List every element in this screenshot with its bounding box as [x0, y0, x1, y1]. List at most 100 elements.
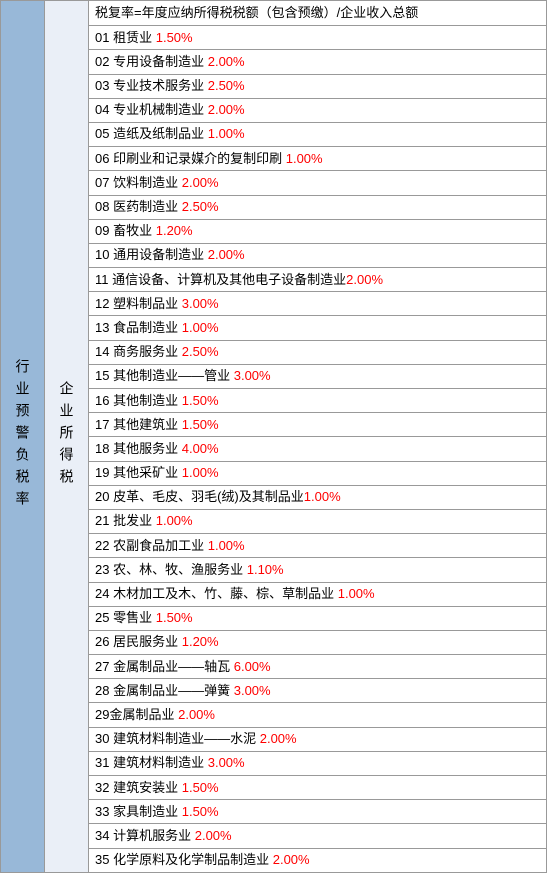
table-row: 24 木材加工及木、竹、藤、棕、草制品业 1.00% [89, 583, 546, 607]
row-tax-rate: 1.10% [247, 562, 284, 577]
row-industry-name: 专用设备制造业 [113, 54, 204, 69]
row-tax-rate: 2.00% [182, 175, 219, 190]
row-index: 02 [95, 54, 109, 69]
row-industry-name: 金属制品业——弹簧 [113, 683, 230, 698]
row-tax-rate: 2.00% [346, 272, 383, 287]
row-industry-name: 金属制品业 [109, 707, 174, 722]
row-industry-name: 食品制造业 [113, 320, 178, 335]
row-industry-name: 专业技术服务业 [113, 78, 204, 93]
row-tax-rate: 2.00% [208, 54, 245, 69]
row-tax-rate: 1.00% [286, 151, 323, 166]
row-tax-rate: 2.50% [208, 78, 245, 93]
table-row: 23 农、林、牧、渔服务业 1.10% [89, 558, 546, 582]
row-tax-rate: 6.00% [234, 659, 271, 674]
formula-header: 税复率=年度应纳所得税税额（包含预缴）/企业收入总额 [89, 1, 546, 26]
row-index: 01 [95, 30, 109, 45]
table-row: 06 印刷业和记录媒介的复制印刷 1.00% [89, 147, 546, 171]
table-row: 20 皮革、毛皮、羽毛(绒)及其制品业1.00% [89, 486, 546, 510]
row-tax-rate: 3.00% [234, 683, 271, 698]
table-row: 19 其他采矿业 1.00% [89, 462, 546, 486]
table-row: 33 家具制造业 1.50% [89, 800, 546, 824]
row-index: 05 [95, 126, 109, 141]
table-row: 32 建筑安装业 1.50% [89, 776, 546, 800]
row-index: 25 [95, 610, 109, 625]
row-tax-rate: 1.50% [182, 780, 219, 795]
row-industry-name: 其他制造业——管业 [113, 368, 230, 383]
left-category-column: 行业预警负税率 [1, 1, 45, 872]
row-tax-rate: 1.00% [156, 513, 193, 528]
table-row: 17 其他建筑业 1.50% [89, 413, 546, 437]
table-row: 30 建筑材料制造业——水泥 2.00% [89, 728, 546, 752]
table-row: 01 租赁业 1.50% [89, 26, 546, 50]
row-tax-rate: 1.20% [182, 634, 219, 649]
row-industry-name: 金属制品业——轴瓦 [113, 659, 230, 674]
row-industry-name: 家具制造业 [113, 804, 178, 819]
row-index: 19 [95, 465, 109, 480]
mid-category-label: 企业所得税 [57, 381, 77, 491]
row-industry-name: 专业机械制造业 [113, 102, 204, 117]
table-row: 16 其他制造业 1.50% [89, 389, 546, 413]
table-row: 08 医药制造业 2.50% [89, 196, 546, 220]
row-industry-name: 造纸及纸制品业 [113, 126, 204, 141]
row-index: 24 [95, 586, 109, 601]
row-index: 04 [95, 102, 109, 117]
row-index: 33 [95, 804, 109, 819]
table-row: 02 专用设备制造业 2.00% [89, 50, 546, 74]
table-row: 29金属制品业 2.00% [89, 703, 546, 727]
row-index: 20 [95, 489, 109, 504]
row-industry-name: 塑料制品业 [113, 296, 178, 311]
row-index: 28 [95, 683, 109, 698]
row-index: 17 [95, 417, 109, 432]
table-row: 11 通信设备、计算机及其他电子设备制造业2.00% [89, 268, 546, 292]
row-tax-rate: 1.50% [182, 804, 219, 819]
row-index: 15 [95, 368, 109, 383]
row-tax-rate: 1.00% [208, 126, 245, 141]
row-index: 07 [95, 175, 109, 190]
row-tax-rate: 2.00% [195, 828, 232, 843]
row-tax-rate: 2.00% [273, 852, 310, 867]
row-index: 16 [95, 393, 109, 408]
row-industry-name: 零售业 [113, 610, 152, 625]
row-index: 11 [95, 272, 109, 287]
table-row: 13 食品制造业 1.00% [89, 316, 546, 340]
table-row: 35 化学原料及化学制品制造业 2.00% [89, 849, 546, 872]
table-row: 12 塑料制品业 3.00% [89, 292, 546, 316]
row-industry-name: 批发业 [113, 513, 152, 528]
table-row: 14 商务服务业 2.50% [89, 341, 546, 365]
row-tax-rate: 4.00% [182, 441, 219, 456]
row-index: 31 [95, 755, 109, 770]
row-industry-name: 通信设备、计算机及其他电子设备制造业 [112, 272, 346, 287]
row-tax-rate: 1.50% [156, 30, 193, 45]
row-industry-name: 租赁业 [113, 30, 152, 45]
row-index: 08 [95, 199, 109, 214]
row-industry-name: 建筑材料制造业——水泥 [113, 731, 256, 746]
row-industry-name: 建筑材料制造业 [113, 755, 204, 770]
table-row: 05 造纸及纸制品业 1.00% [89, 123, 546, 147]
table-row: 28 金属制品业——弹簧 3.00% [89, 679, 546, 703]
row-index: 06 [95, 151, 109, 166]
row-tax-rate: 1.00% [208, 538, 245, 553]
table-row: 04 专业机械制造业 2.00% [89, 99, 546, 123]
row-industry-name: 畜牧业 [113, 223, 152, 238]
table-row: 22 农副食品加工业 1.00% [89, 534, 546, 558]
row-tax-rate: 1.00% [304, 489, 341, 504]
row-index: 34 [95, 828, 109, 843]
row-industry-name: 农、林、牧、渔服务业 [113, 562, 243, 577]
table-row: 10 通用设备制造业 2.00% [89, 244, 546, 268]
row-tax-rate: 2.50% [182, 199, 219, 214]
row-index: 26 [95, 634, 109, 649]
row-tax-rate: 2.00% [208, 247, 245, 262]
row-index: 03 [95, 78, 109, 93]
row-industry-name: 木材加工及木、竹、藤、棕、草制品业 [113, 586, 334, 601]
table-row: 31 建筑材料制造业 3.00% [89, 752, 546, 776]
row-index: 21 [95, 513, 109, 528]
table-row: 26 居民服务业 1.20% [89, 631, 546, 655]
row-index: 32 [95, 780, 109, 795]
row-index: 10 [95, 247, 109, 262]
tax-rate-table: 行业预警负税率 企业所得税 税复率=年度应纳所得税税额（包含预缴）/企业收入总额… [0, 0, 547, 873]
row-industry-name: 通用设备制造业 [113, 247, 204, 262]
row-industry-name: 其他服务业 [113, 441, 178, 456]
row-tax-rate: 1.20% [156, 223, 193, 238]
row-tax-rate: 3.00% [182, 296, 219, 311]
row-index: 14 [95, 344, 109, 359]
